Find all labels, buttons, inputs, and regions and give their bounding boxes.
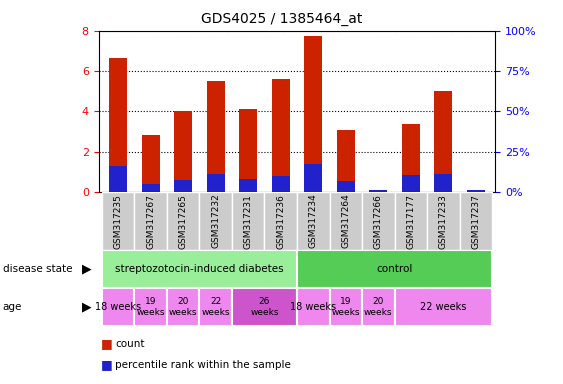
Text: GSM317231: GSM317231: [244, 194, 253, 248]
Bar: [297, 250, 492, 288]
Bar: [459, 192, 492, 250]
Text: GSM317233: GSM317233: [439, 194, 448, 248]
Bar: [297, 288, 329, 326]
Text: GSM317235: GSM317235: [114, 194, 123, 248]
Bar: [337, 181, 355, 192]
Text: percentile rank within the sample: percentile rank within the sample: [115, 360, 291, 370]
Text: GSM317264: GSM317264: [341, 194, 350, 248]
Text: 20
weeks: 20 weeks: [364, 298, 392, 317]
Bar: [102, 288, 135, 326]
Bar: [305, 164, 322, 192]
Text: disease state: disease state: [3, 264, 72, 274]
Bar: [174, 111, 192, 192]
Bar: [467, 190, 485, 192]
Bar: [109, 166, 127, 192]
Bar: [199, 192, 232, 250]
Bar: [435, 174, 452, 192]
Bar: [337, 129, 355, 192]
Bar: [369, 190, 387, 192]
Bar: [305, 36, 322, 192]
Bar: [135, 288, 167, 326]
Bar: [265, 192, 297, 250]
Text: GSM317237: GSM317237: [471, 194, 480, 248]
Bar: [297, 192, 329, 250]
Bar: [232, 288, 297, 326]
Text: GDS4025 / 1385464_at: GDS4025 / 1385464_at: [201, 12, 362, 25]
Bar: [395, 288, 492, 326]
Bar: [402, 175, 420, 192]
Text: 26
weeks: 26 weeks: [250, 298, 279, 317]
Bar: [369, 191, 387, 192]
Bar: [167, 288, 199, 326]
Text: count: count: [115, 339, 145, 349]
Text: 18 weeks: 18 weeks: [290, 302, 336, 312]
Bar: [167, 192, 199, 250]
Bar: [174, 180, 192, 192]
Bar: [232, 192, 265, 250]
Text: ▶: ▶: [82, 262, 92, 275]
Bar: [239, 179, 257, 192]
Text: GSM317232: GSM317232: [211, 194, 220, 248]
Bar: [102, 192, 135, 250]
Bar: [329, 192, 362, 250]
Bar: [272, 79, 289, 192]
Bar: [239, 109, 257, 192]
Bar: [272, 176, 289, 192]
Bar: [435, 91, 452, 192]
Text: ■: ■: [101, 337, 113, 350]
Bar: [199, 288, 232, 326]
Bar: [207, 174, 225, 192]
Text: 18 weeks: 18 weeks: [95, 302, 141, 312]
Text: GSM317265: GSM317265: [178, 194, 187, 248]
Text: GSM317234: GSM317234: [309, 194, 318, 248]
Text: GSM317236: GSM317236: [276, 194, 285, 248]
Text: 22 weeks: 22 weeks: [420, 302, 467, 312]
Bar: [362, 288, 395, 326]
Text: ■: ■: [101, 358, 113, 371]
Bar: [467, 190, 485, 192]
Text: GSM317267: GSM317267: [146, 194, 155, 248]
Bar: [427, 192, 459, 250]
Text: streptozotocin-induced diabetes: streptozotocin-induced diabetes: [115, 264, 284, 274]
Bar: [135, 192, 167, 250]
Text: 19
weeks: 19 weeks: [332, 298, 360, 317]
Text: ▶: ▶: [82, 301, 92, 314]
Bar: [329, 288, 362, 326]
Text: GSM317177: GSM317177: [406, 194, 415, 249]
Bar: [142, 134, 159, 192]
Bar: [362, 192, 395, 250]
Text: 20
weeks: 20 weeks: [169, 298, 198, 317]
Text: 19
weeks: 19 weeks: [136, 298, 165, 317]
Bar: [207, 81, 225, 192]
Text: 22
weeks: 22 weeks: [202, 298, 230, 317]
Bar: [142, 184, 159, 192]
Bar: [402, 124, 420, 192]
Text: GSM317266: GSM317266: [374, 194, 383, 248]
Bar: [102, 250, 297, 288]
Bar: [395, 192, 427, 250]
Text: age: age: [3, 302, 22, 312]
Bar: [109, 58, 127, 192]
Text: control: control: [377, 264, 413, 274]
